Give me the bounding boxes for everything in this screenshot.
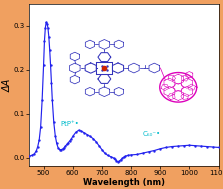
X-axis label: Wavelength (nm): Wavelength (nm): [83, 178, 165, 187]
Y-axis label: ΔA: ΔA: [2, 78, 12, 92]
Text: C₆₀⁻•: C₆₀⁻•: [143, 131, 161, 137]
Text: PtP⁺•: PtP⁺•: [60, 121, 79, 127]
